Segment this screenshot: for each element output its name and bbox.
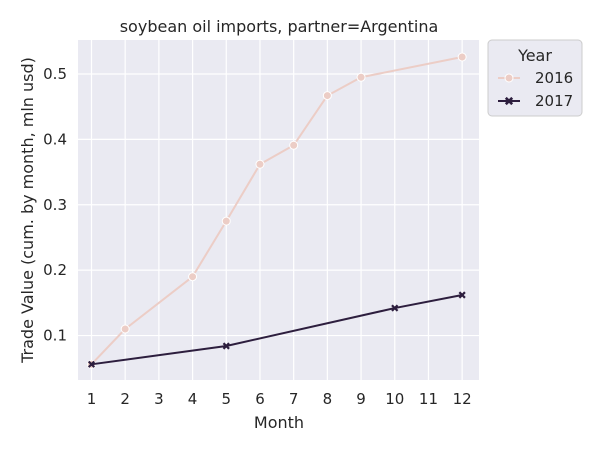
legend-label-2016: 2016 [535,69,573,87]
y-tick-label: 0.1 [43,327,67,345]
marker-stroke [391,304,399,312]
x-tick-label: 1 [87,390,97,408]
data-point-2016 [289,140,299,150]
x-tick-label: 5 [221,390,231,408]
marker-stroke [87,360,96,368]
x-tick-label: 6 [255,390,265,408]
x-tick-label: 9 [356,390,366,408]
data-point-2016 [221,216,231,226]
grid-lines [78,40,479,380]
legend-box [487,39,583,117]
chart-title: soybean oil imports, partner=Argentina [120,17,439,36]
plot-area [78,40,479,380]
data-point-2016 [322,91,332,101]
x-axis-ticks: 1 2 3 4 5 6 7 8 9 10 11 12 [87,390,472,408]
data-point-2016 [255,159,265,169]
y-axis-label: Trade Value (cum. by month, mln usd) [18,57,37,364]
x-axis-label: Month [254,413,304,432]
x-tick-label: 3 [154,390,164,408]
data-point-2016 [356,72,366,82]
legend-label-2017: 2017 [535,92,573,110]
x-tick-label: 11 [419,390,438,408]
data-point-2016 [188,272,198,282]
data-point-2016 [120,324,130,334]
x-tick-label: 12 [453,390,472,408]
x-tick-label: 10 [385,390,404,408]
series-2017 [87,291,466,368]
x-tick-label: 2 [120,390,130,408]
x-tick-label: 7 [289,390,299,408]
legend: Year 2016 2017 [487,39,583,117]
data-point-2016 [457,52,467,62]
marker-stroke [222,342,230,350]
marker-stroke [458,291,466,299]
y-tick-label: 0.5 [43,65,67,83]
legend-swatch-2016-marker [504,73,514,83]
data-point-2017 [222,342,230,350]
data-point-2017 [391,304,399,312]
y-tick-label: 0.4 [43,130,67,148]
marker-stroke [504,96,514,106]
series-layer [86,52,467,369]
y-tick-label: 0.2 [43,261,67,279]
y-tick-label: 0.3 [43,196,67,214]
data-point-2017 [87,360,96,368]
x-tick-label: 4 [188,390,198,408]
x-tick-label: 8 [323,390,333,408]
data-point-2017 [458,291,466,299]
series-line-2017 [91,294,463,366]
legend-title: Year [517,46,552,65]
y-axis-ticks: 0.1 0.2 0.3 0.4 0.5 [43,65,67,345]
legend-swatch-2017-marker [504,96,514,106]
series-2016 [86,52,467,369]
